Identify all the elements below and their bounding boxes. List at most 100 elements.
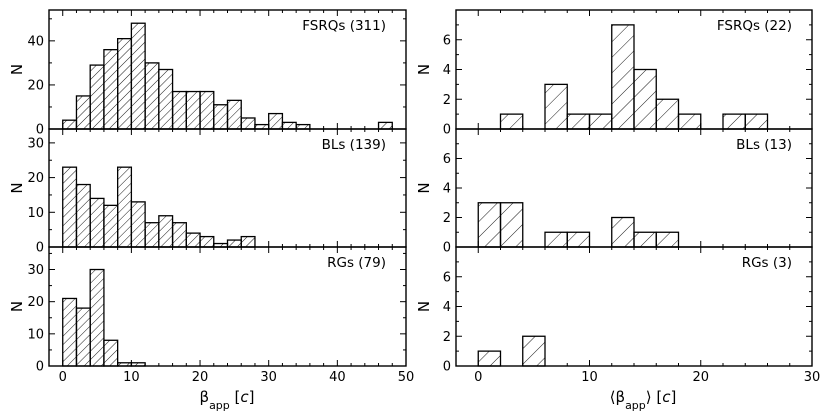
histogram-bar xyxy=(677,113,702,130)
x-tick-label: 40 xyxy=(329,370,346,385)
x-tick-label: 30 xyxy=(804,370,821,385)
y-axis-label: N xyxy=(8,64,26,75)
histogram-bar xyxy=(117,37,133,130)
histogram-bar xyxy=(103,339,119,367)
y-tick-label: 4 xyxy=(443,300,451,315)
histogram-bar xyxy=(144,222,160,248)
histogram-bar xyxy=(611,216,635,248)
histogram-bar xyxy=(158,215,174,248)
histogram-bar xyxy=(158,68,174,130)
panel-label: FSRQs (22) xyxy=(717,18,792,34)
histogram-bar xyxy=(226,99,242,130)
y-axis-label: N xyxy=(8,182,26,193)
histogram-bar xyxy=(588,113,613,130)
y-tick-label: 2 xyxy=(443,93,451,108)
y-axis-label: N xyxy=(415,301,433,312)
y-tick-label: 20 xyxy=(27,295,44,310)
histogram-bar xyxy=(477,350,502,367)
panel-right-2: 0 2 4 6 N BLs (13) xyxy=(415,128,813,256)
y-tick-label: 40 xyxy=(27,34,44,49)
histogram-bar xyxy=(89,64,105,130)
right-x-axis-label: ⟨βapp⟩ [c] xyxy=(610,388,677,412)
x-tick-label: 10 xyxy=(581,370,598,385)
y-tick-label: 10 xyxy=(27,327,44,342)
x-tick-label: 20 xyxy=(192,370,209,385)
histogram-bar xyxy=(477,202,502,248)
histogram-bar xyxy=(75,95,91,130)
x-tick-label: 30 xyxy=(260,370,277,385)
y-tick-label: 0 xyxy=(36,123,44,138)
histogram-bar xyxy=(75,183,91,248)
panel-right-3: 0 2 4 6 0 10 20 30 N RGs (3) xyxy=(415,246,821,385)
histogram-bar xyxy=(226,239,242,248)
histogram-bar xyxy=(499,113,524,130)
histogram-bar xyxy=(633,231,657,248)
histogram-bar xyxy=(62,166,78,248)
histogram-bar xyxy=(499,202,524,248)
histogram-bar xyxy=(75,307,91,367)
y-tick-label: 2 xyxy=(443,211,451,226)
y-tick-label: 0 xyxy=(443,241,451,256)
panel-label: FSRQs (311) xyxy=(302,18,386,34)
histogram-bar xyxy=(144,62,160,130)
histogram-bar xyxy=(611,24,635,130)
y-tick-label: 4 xyxy=(443,182,451,197)
histogram-bar xyxy=(199,90,215,130)
y-axis-label: N xyxy=(415,64,433,75)
y-tick-label: 30 xyxy=(27,263,44,278)
y-axis-label: N xyxy=(8,301,26,312)
x-tick-label: 0 xyxy=(474,370,482,385)
histogram-bar xyxy=(130,201,146,248)
histogram-bar xyxy=(213,104,229,130)
y-tick-label: 2 xyxy=(443,330,451,345)
histogram-bar xyxy=(281,121,297,130)
histogram-bar xyxy=(722,113,746,130)
x-tick-label: 20 xyxy=(692,370,709,385)
histogram-bar xyxy=(240,117,256,130)
y-tick-label: 6 xyxy=(443,33,451,48)
histogram-bar xyxy=(655,231,680,248)
panel-right-1: 0 2 4 6 N FSRQs (22) xyxy=(415,9,813,138)
histogram-bar xyxy=(240,235,256,248)
histogram-bar xyxy=(544,231,568,248)
y-tick-label: 10 xyxy=(27,206,44,221)
panel-left-2: 0 10 20 30 N BLs (139) xyxy=(8,128,407,256)
y-tick-label: 20 xyxy=(27,171,44,186)
y-tick-label: 20 xyxy=(27,78,44,93)
y-tick-label: 0 xyxy=(443,360,451,375)
histogram-bar xyxy=(171,222,187,248)
histogram-bar xyxy=(544,83,568,130)
histogram-bar xyxy=(171,90,187,130)
y-axis-label: N xyxy=(415,182,433,193)
histogram-bar xyxy=(89,197,105,248)
histogram-bar xyxy=(103,204,119,248)
histogram-bar xyxy=(103,49,119,130)
y-tick-label: 0 xyxy=(36,241,44,256)
panel-label: RGs (3) xyxy=(742,255,792,271)
y-tick-label: 30 xyxy=(27,136,44,151)
y-tick-label: 6 xyxy=(443,152,451,167)
panel-label: BLs (13) xyxy=(736,137,792,153)
y-tick-label: 0 xyxy=(443,123,451,138)
histogram-bar xyxy=(185,232,201,248)
y-tick-label: 0 xyxy=(36,360,44,375)
histogram-bar xyxy=(185,90,201,130)
histogram-bar xyxy=(566,231,591,248)
x-tick-label: 0 xyxy=(59,370,67,385)
panel-left-1: 0 20 40 N FSRQs (311) xyxy=(8,9,407,138)
panel-label: BLs (139) xyxy=(322,137,386,153)
histogram-bar xyxy=(130,22,146,130)
histogram-bar xyxy=(62,119,78,130)
histogram-bar xyxy=(62,297,78,367)
histogram-bar xyxy=(566,113,591,130)
histogram-bar xyxy=(117,166,133,248)
histogram-bar xyxy=(268,112,284,130)
panel-label: RGs (79) xyxy=(327,255,386,271)
y-tick-label: 4 xyxy=(443,63,451,78)
x-tick-label: 50 xyxy=(398,370,415,385)
histogram-bar xyxy=(89,268,105,367)
histogram-bar xyxy=(655,98,680,130)
histogram-bar xyxy=(199,235,215,248)
left-x-axis-label: βapp [c] xyxy=(199,388,254,412)
